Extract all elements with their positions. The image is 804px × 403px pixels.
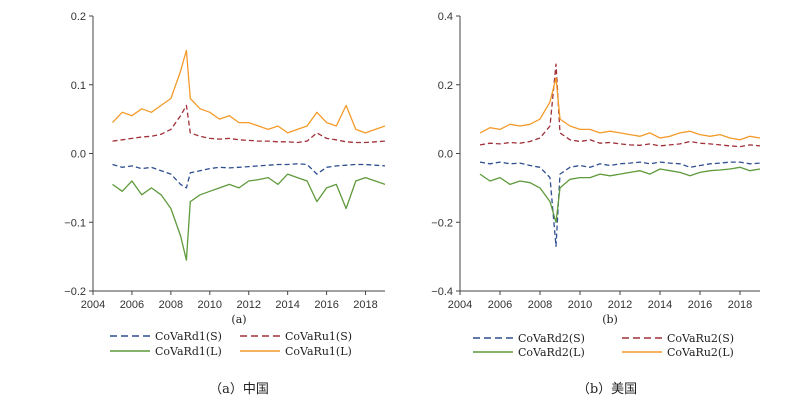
- y-ticks-b: −0.4 −0.2 0.0 0.2 0.4: [431, 11, 460, 298]
- legend-a: CoVaRd1(S) CoVaRu1(S) CoVaRd1(L) CoVaRu1(L): [110, 330, 352, 358]
- y-tick-label: −0.4: [431, 286, 453, 298]
- x-tick-label: 2008: [528, 299, 552, 311]
- legend-label: CoVaRd2(S): [518, 332, 585, 345]
- x-tick-label: 2010: [198, 299, 222, 311]
- legend-b: CoVaRd2(S) CoVaRu2(S) CoVaRd2(L) CoVaRu2(L): [473, 332, 734, 359]
- panel-label-a: (a): [231, 313, 246, 326]
- x-tick-label: 2006: [120, 299, 144, 311]
- legend-label: CoVaRu2(S): [667, 332, 734, 345]
- caption-left: （a）中国: [209, 382, 269, 397]
- series-line-covard2-s: [479, 161, 761, 247]
- legend-label: CoVaRd2(L): [518, 346, 585, 359]
- x-tick-label: 2004: [448, 299, 472, 311]
- y-tick-label: 0.0: [71, 149, 86, 161]
- x-tick-label: 2018: [353, 299, 377, 311]
- y-tick-label: −0.1: [64, 217, 86, 229]
- x-tick-label: 2014: [275, 299, 299, 311]
- series-line-covaru1-s: [112, 104, 386, 144]
- y-tick-label: 0.0: [438, 149, 453, 161]
- legend-label: CoVaRu2(L): [667, 346, 734, 359]
- panel-label-b: (b): [602, 313, 618, 326]
- series-line-covard1-s: [112, 163, 386, 189]
- x-tick-label: 2014: [648, 299, 672, 311]
- x-tick-label: 2006: [488, 299, 512, 311]
- series-line-covaru1-l: [112, 49, 386, 134]
- y-ticks-a: −0.2 −0.1 0.0 0.1 0.2: [64, 11, 93, 298]
- legend-label: CoVaRu1(S): [285, 330, 352, 343]
- caption-right: （b）美国: [577, 382, 637, 397]
- legend-label: CoVaRd1(L): [155, 345, 222, 358]
- panel-china: −0.2−0.10.00.10.2 2004 2006 2008 2010 2012 20…: [64, 11, 386, 397]
- legend-label: CoVaRu1(L): [285, 345, 352, 358]
- x-tick-label: 2012: [236, 299, 260, 311]
- x-tick-label: 2010: [568, 299, 592, 311]
- series-line-covaru2-l: [479, 77, 761, 141]
- x-tick-label: 2016: [688, 299, 712, 311]
- x-tick-label: 2004: [81, 299, 105, 311]
- series-line-covard2-l: [479, 166, 761, 223]
- plot-area-b: [460, 16, 760, 291]
- x-tick-label: 2018: [728, 299, 752, 311]
- series-line-covaru2-s: [479, 63, 761, 148]
- x-tick-label: 2016: [314, 299, 338, 311]
- y-tick-label: −0.2: [64, 286, 86, 298]
- y-tick-label: 0.2: [438, 80, 453, 92]
- y-tick-label: 0.4: [438, 11, 453, 23]
- panel-usa: −0.4−0.20.00.20.4 2004 2006 2008 2010 2012 20…: [431, 11, 761, 397]
- x-ticks-b: 2004 2006 2008 2010 2012 2014 2016 2018: [448, 291, 752, 311]
- series-group-b: [479, 63, 761, 247]
- legend-label: CoVaRd1(S): [155, 330, 222, 343]
- y-tick-label: 0.1: [71, 80, 86, 92]
- series-group-a: [112, 49, 386, 261]
- x-ticks-a: 2004 2006 2008 2010 2012 2014 2016 2018: [81, 291, 378, 311]
- series-line-covard1-l: [112, 173, 386, 261]
- y-tick-label: 0.2: [71, 11, 86, 23]
- plot-area-a: [93, 16, 385, 291]
- x-tick-label: 2008: [159, 299, 183, 311]
- y-tick-label: −0.2: [431, 217, 453, 229]
- x-tick-label: 2012: [608, 299, 632, 311]
